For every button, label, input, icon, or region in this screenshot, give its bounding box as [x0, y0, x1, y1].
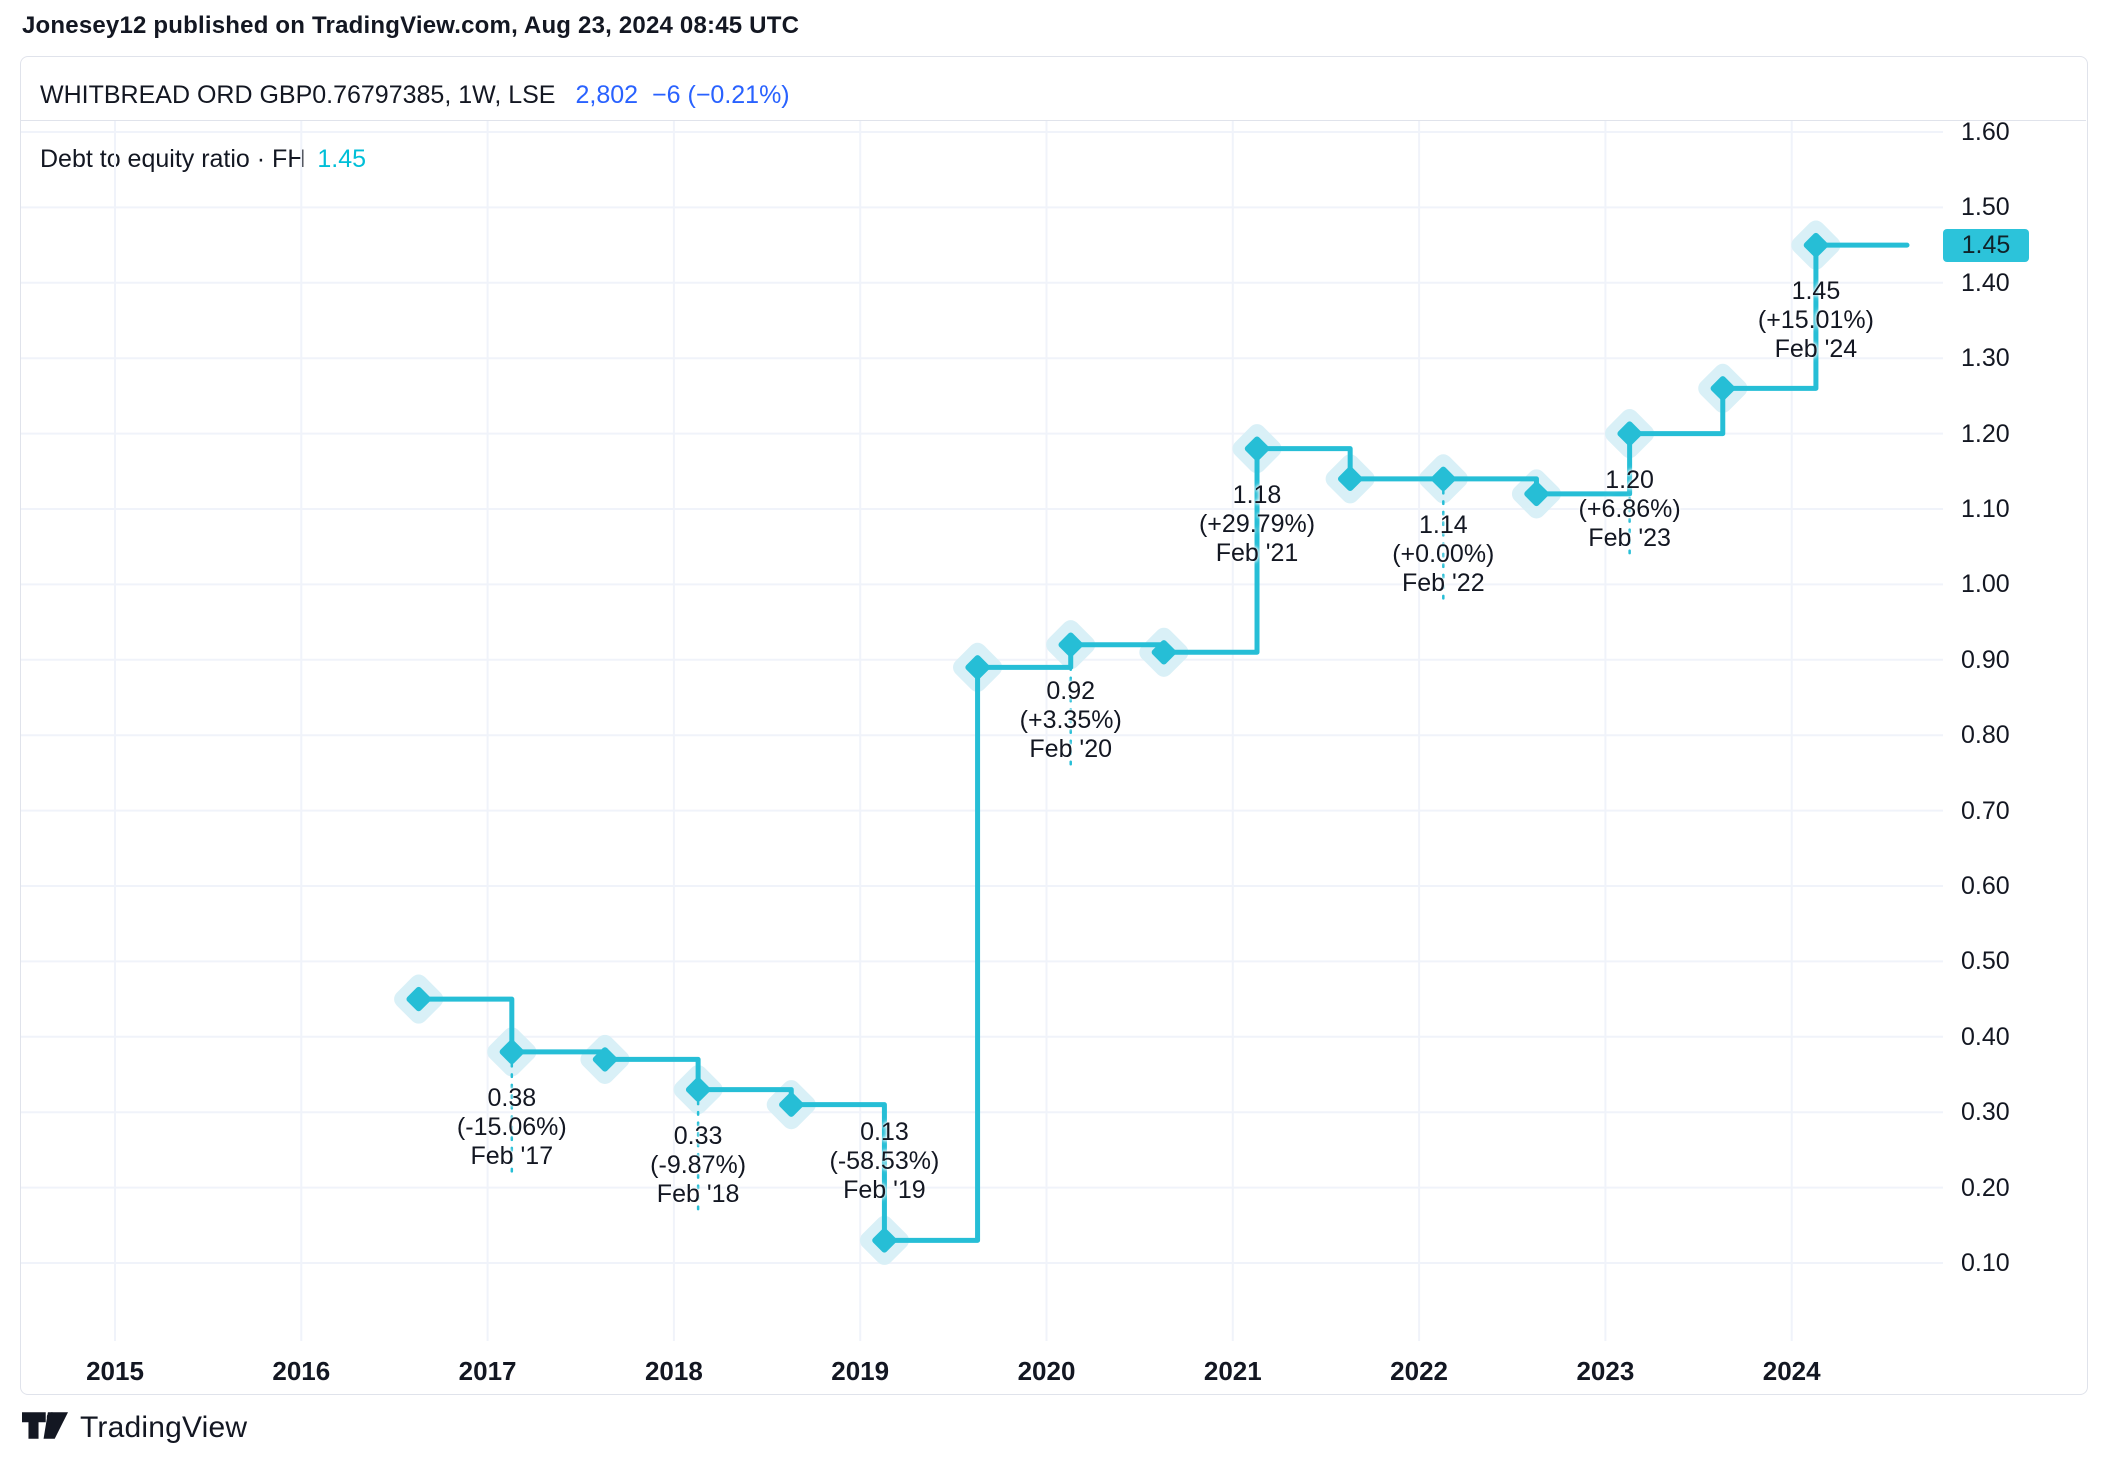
time-axis-label: 2021 — [1203, 1356, 1262, 1386]
point-label-date: Feb '23 — [1588, 523, 1671, 552]
price-axis-label: 0.10 — [1961, 1249, 2010, 1277]
point-label-value: 0.13 — [860, 1118, 909, 1147]
point-label-value: 1.45 — [1791, 277, 1841, 306]
brand-name: TradingView — [80, 1411, 248, 1444]
time-axis-label: 2015 — [86, 1356, 144, 1386]
price-axis-label: 1.60 — [1961, 118, 2010, 146]
data-point-label: 1.45 (+15.01%) Feb '24 — [1696, 277, 1936, 364]
price-axis-label: 1.10 — [1961, 495, 2010, 523]
time-axis-label: 2017 — [458, 1356, 517, 1386]
time-axis-label: 2018 — [644, 1356, 703, 1386]
symbol-title[interactable]: WHITBREAD ORD GBP0.76797385, 1W, LSE — [40, 80, 556, 109]
price-axis-label: 0.30 — [1961, 1098, 2010, 1127]
point-label-change: (-15.06%) — [456, 1112, 567, 1141]
point-label-value: 0.38 — [487, 1083, 537, 1112]
data-point-label: 0.92 (+3.35%) Feb '20 — [951, 677, 1191, 764]
price-axis-label: 0.70 — [1961, 796, 2010, 825]
point-label-change: (+6.86%) — [1578, 494, 1681, 523]
price-axis-label: 0.80 — [1961, 721, 2010, 750]
point-label-date: Feb '22 — [1402, 568, 1485, 597]
pane-separator — [21, 120, 2086, 121]
data-point-label: 1.14 (+0.00%) Feb '22 — [1323, 511, 1563, 598]
last-price: 2,802 — [575, 80, 639, 109]
data-point-label: 1.18 (+29.79%) Feb '21 — [1137, 481, 1377, 568]
time-axis-label: 2020 — [1017, 1356, 1076, 1386]
indicator-title: Debt to equity ratio · FH — [40, 144, 306, 173]
price-axis-label: 1.30 — [1961, 344, 2010, 373]
point-label-value: 1.20 — [1605, 465, 1654, 494]
price-axis-label: 0.20 — [1961, 1173, 2010, 1202]
point-label-change: (+29.79%) — [1198, 509, 1316, 538]
data-point-label: 0.33 (-9.87%) Feb '18 — [578, 1122, 818, 1209]
point-label-value: 0.33 — [673, 1121, 723, 1150]
point-label-date: Feb '20 — [1029, 734, 1113, 763]
time-axis-label: 2016 — [272, 1356, 331, 1386]
price-axis-label: 0.50 — [1961, 947, 2010, 976]
price-axis-label: 1.00 — [1961, 570, 2010, 599]
data-point-label: 1.20 (+6.86%) Feb '23 — [1510, 466, 1750, 553]
point-label-date: Feb '17 — [470, 1141, 554, 1170]
price-axis-label: 0.60 — [1961, 872, 2010, 900]
time-axis-label: 2019 — [831, 1356, 890, 1386]
time-axis-label: 2023 — [1576, 1356, 1635, 1386]
ticker-row[interactable]: WHITBREAD ORD GBP0.76797385, 1W, LSE 2,8… — [40, 80, 790, 110]
point-label-change: (-9.87%) — [650, 1150, 747, 1179]
data-point-label: 0.38 (-15.06%) Feb '17 — [392, 1084, 632, 1171]
indicator-value: 1.45 — [317, 144, 367, 173]
point-label-value: 0.92 — [1046, 676, 1096, 705]
price-axis-label: 1.20 — [1961, 419, 2010, 448]
point-label-date: Feb '18 — [656, 1179, 740, 1208]
point-label-change: (-58.53%) — [829, 1147, 940, 1176]
price-axis-label: 1.40 — [1961, 268, 2010, 297]
point-label-change: (+3.35%) — [1019, 705, 1122, 734]
price-axis-label: 0.40 — [1961, 1022, 2010, 1051]
time-axis-label: 2024 — [1762, 1356, 1821, 1386]
point-label-value: 1.14 — [1418, 510, 1468, 539]
last-value-badge: 1.45 — [1943, 229, 2029, 263]
indicator-legend: Debt to equity ratio · FH 1.45 — [40, 144, 366, 174]
point-label-value: 1.18 — [1232, 480, 1282, 509]
point-label-date: Feb '24 — [1774, 335, 1858, 364]
price-axis-label: 0.90 — [1961, 645, 2010, 674]
time-axis-label: 2022 — [1390, 1356, 1449, 1386]
data-point-label: 0.13 (-58.53%) Feb '19 — [764, 1118, 1004, 1205]
attribution-line[interactable]: Jonesey12 published on TradingView.com, … — [22, 12, 800, 39]
point-label-date: Feb '19 — [843, 1176, 926, 1205]
point-label-change: (+0.00%) — [1392, 539, 1495, 568]
point-label-date: Feb '21 — [1215, 538, 1299, 567]
point-label-change: (+15.01%) — [1757, 306, 1874, 335]
tradingview-logo-icon — [22, 1412, 68, 1439]
brand-footer[interactable]: TradingView — [22, 1404, 247, 1452]
price-change: −6 (−0.21%) — [652, 80, 790, 109]
price-axis-label: 1.50 — [1961, 193, 2010, 222]
